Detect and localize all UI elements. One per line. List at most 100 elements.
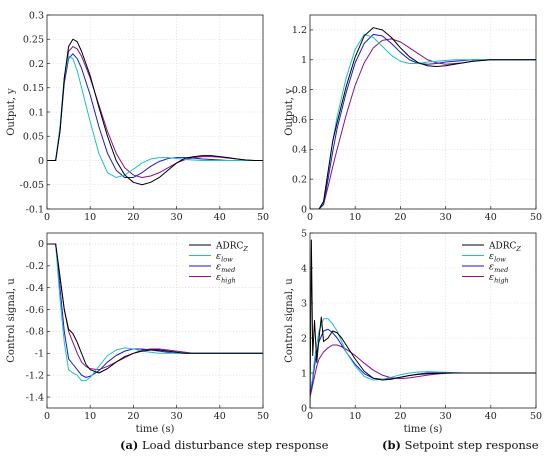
- legend-label: ADRCZ: [488, 241, 521, 253]
- caption-a-text: Load disturbance step response: [142, 438, 329, 452]
- y-tick-label: -0.4: [26, 283, 44, 294]
- legend-label-sub: med: [494, 266, 508, 274]
- caption-b-text: Setpoint step response: [404, 438, 539, 452]
- x-tick-label: 20: [394, 212, 406, 223]
- series-line-e_low: [47, 55, 263, 178]
- legend-label-sub: low: [221, 255, 233, 263]
- y-tick-label: 0.15: [23, 83, 44, 94]
- axes-frame: [309, 14, 537, 210]
- y-tick-label: 0.05: [23, 132, 44, 143]
- series-line-e_high: [310, 344, 536, 398]
- x-tick-label: 0: [307, 212, 313, 223]
- y-tick-label: 4: [301, 263, 307, 274]
- y-tick-label: -0.6: [26, 305, 44, 316]
- y-tick-label: 5: [301, 228, 307, 239]
- legend-label-sub: Z: [242, 245, 248, 253]
- x-tick-label: 40: [485, 411, 497, 422]
- y-tick-label: 0: [38, 156, 44, 167]
- series-line-adrc_z: [310, 239, 536, 408]
- series-line-e_med: [310, 328, 536, 395]
- x-tick-label: 20: [394, 411, 406, 422]
- panel-a-output: 0 10 20 30 40 50 -0.1 -0.05 0 0.05 0.1 0.15 0.2 0.25 0…: [6, 10, 269, 223]
- y-tick-label: -0.1: [26, 204, 44, 215]
- y-tick-label: 0.8: [292, 85, 307, 96]
- caption-b-label: (b): [382, 438, 401, 452]
- x-axis-label: time (s): [136, 424, 175, 435]
- x-tick-label: 30: [440, 212, 452, 223]
- x-tick-label: 40: [485, 212, 497, 223]
- y-tick-label: -1.2: [26, 370, 44, 381]
- panel-b-control: 0 10 20 30 40 50 0 1 2 3 4 5 Control signal, u time (…: [284, 228, 542, 435]
- y-tick-label: 0.25: [23, 35, 44, 46]
- axes-frame: [309, 232, 537, 409]
- y-tick-label: 0.4: [292, 145, 307, 156]
- y-tick-label: 0: [38, 239, 44, 250]
- x-tick-label: 50: [257, 411, 269, 422]
- y-tick-label: 0.1: [29, 107, 44, 118]
- y-tick-label: 0.2: [292, 174, 307, 185]
- y-tick-label: 2: [301, 333, 307, 344]
- x-tick-label: 40: [214, 411, 226, 422]
- y-tick-label: -1: [35, 349, 44, 360]
- x-tick-label: 10: [84, 411, 96, 422]
- y-tick-label: 0: [301, 204, 307, 215]
- axes-frame: [46, 232, 264, 409]
- y-tick-label: -0.05: [20, 180, 44, 191]
- y-tick-label: -0.8: [26, 327, 44, 338]
- x-tick-label: 10: [349, 212, 361, 223]
- caption-b: (b) Setpoint step response: [382, 438, 539, 452]
- legend-box: [458, 237, 534, 281]
- x-tick-label: 10: [349, 411, 361, 422]
- y-tick-label: 0.6: [292, 115, 307, 126]
- legend-label-sub: low: [494, 255, 506, 263]
- y-tick-label: -1.4: [26, 392, 44, 403]
- y-axis-label: Control signal, u: [6, 278, 17, 363]
- panel-b-output: 0 10 20 30 40 50 0 0.2 0.4 0.6 0.8 1 1.2 Output, y: [284, 14, 542, 223]
- y-axis-label: Output, y: [284, 88, 295, 136]
- series-group: [310, 239, 536, 408]
- panels: 0 10 20 30 40 50-0.1-0.0500.050.10.150.20.250…: [6, 10, 542, 435]
- x-tick-label: 50: [257, 212, 269, 223]
- legend-label: ADRCZ: [215, 241, 248, 253]
- x-tick-label: 30: [171, 411, 183, 422]
- x-tick-label: 30: [440, 411, 452, 422]
- x-tick-label: 0: [44, 411, 50, 422]
- x-tick-label: 20: [127, 411, 139, 422]
- x-tick-label: 20: [127, 212, 139, 223]
- x-tick-label: 0: [307, 411, 313, 422]
- x-axis-label: time (s): [404, 424, 443, 435]
- legend-label-sub: high: [494, 276, 509, 284]
- legend-label-sub: high: [221, 276, 236, 284]
- y-tick-label: 0: [301, 403, 307, 414]
- y-tick-label: 3: [301, 298, 307, 309]
- series-line-e_low: [310, 318, 536, 391]
- x-tick-label: 10: [84, 212, 96, 223]
- series-group: [310, 27, 536, 209]
- legend-label-sub: Z: [515, 245, 521, 253]
- x-tick-label: 0: [44, 212, 50, 223]
- y-tick-label: 1: [301, 368, 307, 379]
- x-tick-label: 30: [171, 212, 183, 223]
- caption-a-label: (a): [120, 438, 139, 452]
- x-tick-label: 50: [530, 212, 542, 223]
- x-tick-label: 40: [214, 212, 226, 223]
- series-group: [47, 38, 263, 186]
- y-tick-label: 0.3: [29, 10, 44, 21]
- y-axis-label: Control signal, u: [284, 278, 295, 363]
- series-line-adrc_z: [47, 243, 263, 374]
- legend-label-sub: med: [221, 266, 235, 274]
- series-line-adrc_z: [47, 38, 263, 186]
- y-tick-label: 1.2: [292, 25, 307, 36]
- legend-box: [185, 237, 261, 281]
- y-axis-label: Output, y: [6, 88, 17, 136]
- y-tick-label: 1: [301, 55, 307, 66]
- panel-a-control: 0 10 20 30 40 50 -1.4 -1.2 -1 -0.8 -0.6 -0.4 -0.2 0 Co…: [6, 232, 269, 435]
- y-tick-label: -0.2: [26, 261, 44, 272]
- series-group: [47, 243, 263, 382]
- x-tick-label: 50: [530, 411, 542, 422]
- series-line-adrc_z: [310, 27, 536, 209]
- caption-a: (a) Load disturbance step response: [120, 438, 328, 452]
